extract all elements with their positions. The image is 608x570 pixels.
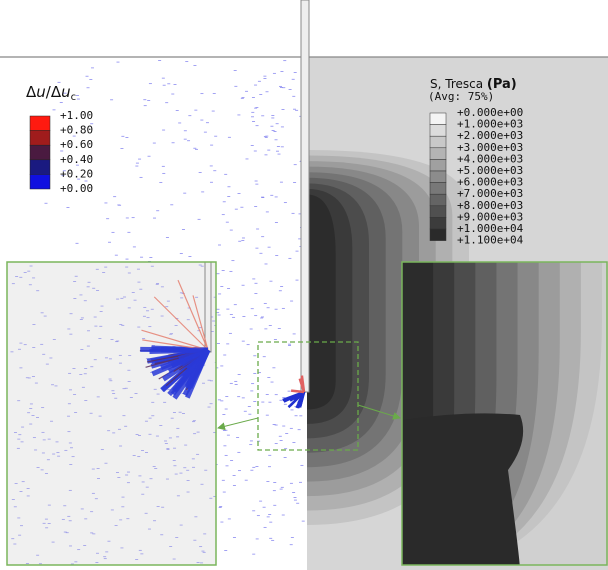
connector [218,418,258,428]
legend-swatch [430,217,446,229]
title-part: c [71,92,77,103]
legend-swatch [30,131,50,146]
legend-swatch [30,145,50,160]
legend-label: +0.00 [60,182,93,195]
legend-label: +0.40 [60,153,93,166]
legend-swatch [30,116,50,131]
legend-swatch [430,125,446,137]
legend-label: +0.60 [60,138,93,151]
pile [205,262,211,352]
legend-label: +1.100e+04 [457,234,524,247]
legend-swatch [430,136,446,148]
figure: Δu/Δuc S, Tresca (Pa) (Avg: 75%) +1.00+0… [0,0,608,570]
title-part: /Δ [46,83,62,101]
legend-label: +0.20 [60,167,93,180]
legend-label: +0.80 [60,124,93,137]
legend-swatch [430,113,446,125]
title-part: u [61,83,71,101]
arrow [291,391,304,392]
title: S, Tresca [430,77,483,91]
tip-arrows [283,376,304,408]
contour-band [402,413,523,570]
legend-label: +1.00 [60,109,93,122]
title-part: u [36,83,46,101]
left-legend-title: Δu/Δuc [26,83,76,104]
pile [301,0,309,392]
legend-swatch [30,160,50,175]
legend-swatch [430,183,446,195]
arrow [150,350,208,351]
legend-swatch [30,174,50,189]
legend-swatch [430,206,446,218]
legend-swatch [430,148,446,160]
legend-swatch [430,159,446,171]
right-legend-subtitle: (Avg: 75%) [428,90,494,103]
legend-swatch [430,229,446,241]
legend-swatch [430,171,446,183]
legend-swatch [430,194,446,206]
contour-band [307,194,336,409]
